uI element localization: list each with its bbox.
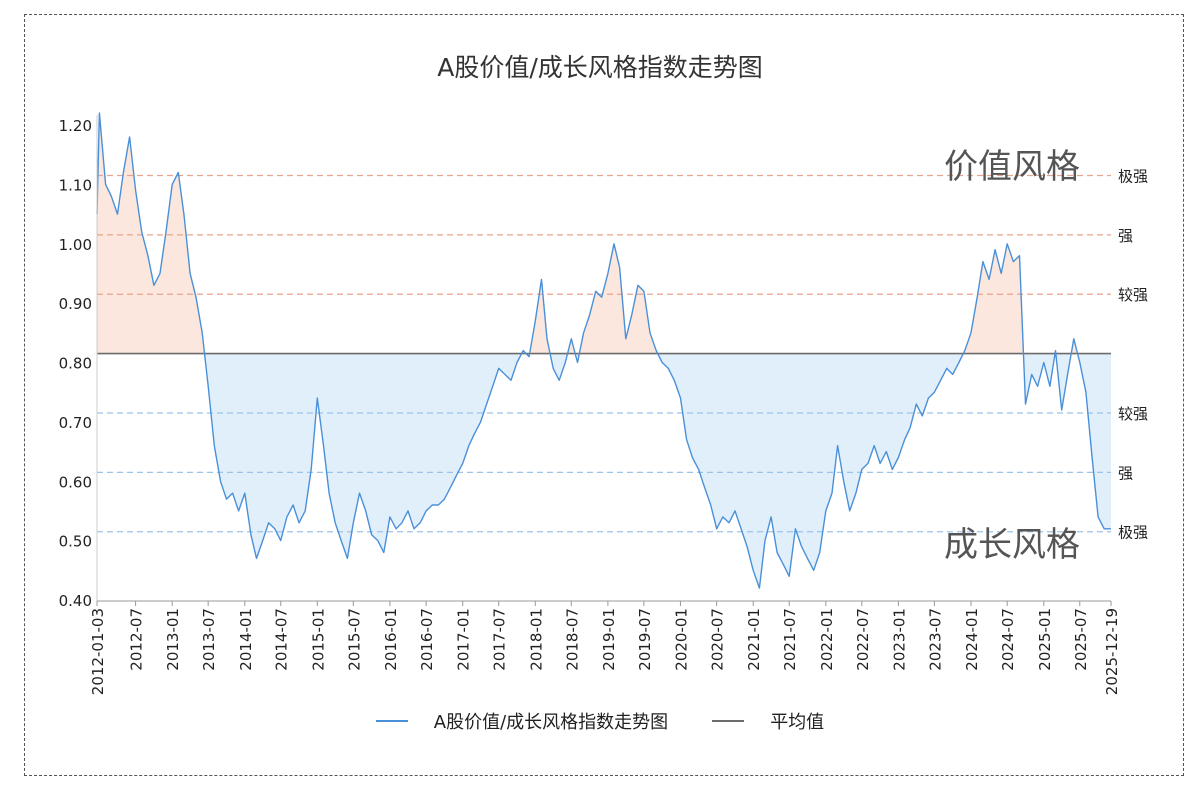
y-tick-label: 0.50 xyxy=(59,533,92,551)
x-tick-label: 2015-01 xyxy=(309,608,327,671)
x-tick-label: 2020-07 xyxy=(709,608,727,671)
x-tick-label: 2016-07 xyxy=(418,608,436,671)
y-tick-label: 1.00 xyxy=(59,236,92,254)
x-tick-label: 2022-01 xyxy=(818,608,836,671)
x-tick-label: 2016-01 xyxy=(382,608,400,671)
y-tick-label: 0.90 xyxy=(59,295,92,313)
x-tick-label: 2015-07 xyxy=(345,608,363,671)
y-tick-label: 1.20 xyxy=(59,117,92,135)
y-tick-label: 0.70 xyxy=(59,414,92,432)
x-tick-label: 2017-07 xyxy=(491,608,509,671)
legend-swatch-mean xyxy=(712,720,745,722)
x-tick-label: 2025-07 xyxy=(1072,608,1090,671)
x-tick-label: 2021-01 xyxy=(745,608,763,671)
x-tick-label: 2023-01 xyxy=(890,608,908,671)
legend-swatch-series xyxy=(375,720,408,722)
growth-style-annotation: 成长风格 xyxy=(944,525,1080,565)
threshold-label: 强 xyxy=(1118,227,1133,245)
x-tick-label: 2012-01-03 xyxy=(89,608,107,695)
threshold-label: 较强 xyxy=(1118,405,1148,423)
x-tick-label: 2013-01 xyxy=(164,608,182,671)
x-tick-label: 2020-01 xyxy=(672,608,690,671)
legend-item-mean[interactable]: 平均值 xyxy=(712,708,824,734)
y-tick-label: 0.80 xyxy=(59,355,92,373)
x-tick-label: 2014-01 xyxy=(237,608,255,671)
legend-label-series: A股价值/成长风格指数走势图 xyxy=(433,712,669,733)
x-tick-label: 2019-01 xyxy=(600,608,618,671)
chart-title: A股价值/成长风格指数走势图 xyxy=(437,53,763,82)
x-tick-label: 2023-07 xyxy=(926,608,944,671)
threshold-label: 强 xyxy=(1118,464,1133,482)
chart-frame xyxy=(24,14,1184,776)
threshold-label: 极强 xyxy=(1118,524,1148,542)
x-tick-label: 2018-01 xyxy=(527,608,545,671)
x-tick-label: 2019-07 xyxy=(636,608,654,671)
x-tick-label: 2025-01 xyxy=(1036,608,1054,671)
x-tick-label: 2014-07 xyxy=(273,608,291,671)
legend-label-mean: 平均值 xyxy=(770,712,825,733)
value-style-fill xyxy=(97,113,1078,354)
growth-style-fill xyxy=(97,353,1111,589)
threshold-label: 较强 xyxy=(1118,286,1148,304)
x-tick-label: 2018-07 xyxy=(563,608,581,671)
x-tick-label: 2025-12-19 xyxy=(1103,608,1121,695)
x-tick-label: 2024-01 xyxy=(963,608,981,671)
x-tick-label: 2017-01 xyxy=(455,608,473,671)
y-tick-label: 0.60 xyxy=(59,473,92,491)
x-tick-label: 2024-07 xyxy=(999,608,1017,671)
threshold-label: 极强 xyxy=(1118,167,1148,185)
legend-item-series[interactable]: A股价值/成长风格指数走势图 xyxy=(375,708,669,734)
x-tick-label: 2012-07 xyxy=(128,608,146,671)
x-tick-label: 2022-07 xyxy=(854,608,872,671)
y-tick-label: 1.10 xyxy=(59,176,92,194)
chart-legend: A股价值/成长风格指数走势图 平均值 xyxy=(0,708,1200,734)
x-tick-label: 2021-07 xyxy=(781,608,799,671)
series-line xyxy=(96,112,1111,589)
x-tick-label: 2013-07 xyxy=(200,608,218,671)
value-style-annotation: 价值风格 xyxy=(944,147,1080,187)
y-tick-label: 0.40 xyxy=(59,592,92,610)
